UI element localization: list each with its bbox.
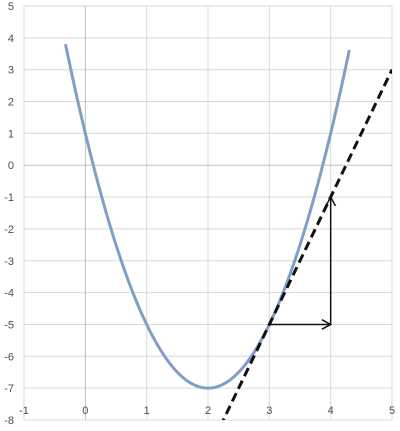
y-tick-label: -6 [4,351,14,363]
x-tick-label: 2 [205,405,211,417]
parabola-curve [66,45,349,388]
y-tick-label: 4 [8,33,14,45]
x-tick-label: 4 [328,405,334,417]
x-tick-label: 3 [266,405,272,417]
y-tick-label: -4 [4,288,14,300]
grid [24,6,392,420]
y-tick-label: -8 [4,415,14,427]
x-tick-label: 1 [144,405,150,417]
y-tick-label: 1 [8,128,14,140]
run-arrow [269,320,330,330]
annotations [269,197,335,329]
y-tick-label: -5 [4,319,14,331]
series [66,45,392,431]
x-tick-label: 5 [389,405,395,417]
y-tick-label: 3 [8,65,14,77]
y-tick-label: -3 [4,256,14,268]
y-tick-label: -2 [4,224,14,236]
y-tick-label: 2 [8,97,14,109]
x-tick-label: -1 [19,405,29,417]
tick-labels: -1 0 1 2 3 4 5 5 4 3 2 1 0 -1 -2 -3 -4 -5 -6 -7 -8 [4,1,395,427]
y-tick-label: 5 [8,1,14,13]
y-tick-label: 0 [8,160,14,172]
y-tick-label: -7 [4,383,14,395]
x-tick-label: 0 [82,405,88,417]
y-tick-label: -1 [4,192,14,204]
